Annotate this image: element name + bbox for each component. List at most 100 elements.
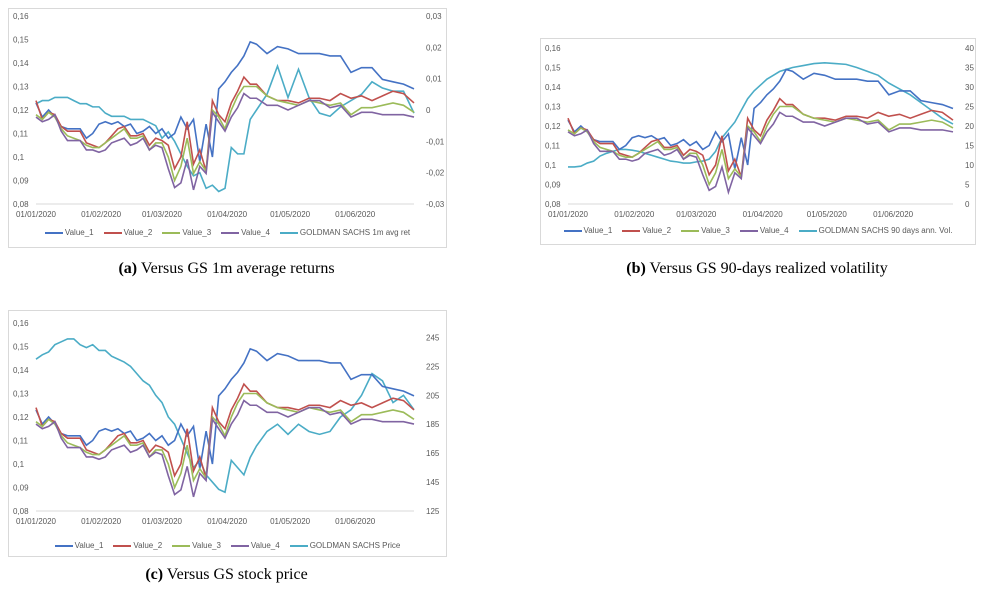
legend-label: Value_3 <box>182 228 212 237</box>
left-tick-label: 0,15 <box>13 36 29 45</box>
left-tick-label: 0,13 <box>545 103 561 112</box>
legend-item: Value_3 <box>172 541 221 550</box>
left-tick-label: 0,1 <box>13 153 25 162</box>
right-tick-label: 0 <box>965 200 970 209</box>
right-tick-label: 15 <box>965 142 974 151</box>
legend-label: Value_2 <box>642 226 672 235</box>
legend-swatch <box>230 544 249 547</box>
chart-a-versus-gs-1m-returns: 0,16 0,15 0,14 0,13 0,12 0,11 0,1 0,09 0,08 0,03 0… <box>8 8 447 248</box>
legend: Value_1 Value_2 Value_3 Value_4 GOLDMAN SACH… <box>541 226 975 235</box>
x-tick-label: 01/02/2020 <box>614 210 655 219</box>
legend-item: Value_1 <box>54 541 104 550</box>
right-tick-label: 0 <box>426 106 431 115</box>
left-tick-label: 0,11 <box>545 142 561 151</box>
left-tick-label: 0,16 <box>13 319 29 328</box>
chart-b-versus-gs-90d-volatility: 0,16 0,15 0,14 0,13 0,12 0,11 0,1 0,09 0,08 40 35 3… <box>540 38 976 245</box>
legend-swatch <box>172 544 191 547</box>
chart-b-svg: 0,16 0,15 0,14 0,13 0,12 0,11 0,1 0,09 0,08 40 35 3… <box>545 44 974 219</box>
right-tick-label: 0,02 <box>426 43 442 52</box>
legend-swatch <box>622 229 641 232</box>
x-tick-label: 01/05/2020 <box>270 517 311 526</box>
series-line-value_1 <box>567 68 954 170</box>
legend-swatch <box>563 229 582 232</box>
legend-swatch <box>739 229 758 232</box>
series-line-value_2 <box>35 382 415 479</box>
x-tick-label: 01/04/2020 <box>207 210 248 219</box>
left-tick-label: 0,09 <box>13 177 29 186</box>
x-tick-label: 01/03/2020 <box>142 517 183 526</box>
x-tick-label: 01/06/2020 <box>335 210 376 219</box>
right-tick-label: 185 <box>426 420 440 429</box>
right-tick-label: 40 <box>965 44 974 53</box>
right-tick-label: 245 <box>426 333 440 342</box>
legend-item: Value_4 <box>230 541 280 550</box>
x-tick-label: 01/01/2020 <box>16 517 57 526</box>
legend: Value_1 Value_2 Value_3 Value_4 GOLDMAN SACH… <box>9 541 446 550</box>
legend-item: Value_1 <box>563 226 613 235</box>
legend-item: Value_4 <box>739 226 789 235</box>
left-tick-label: 0,14 <box>13 59 29 68</box>
left-tick-label: 0,13 <box>13 83 29 92</box>
left-tick-label: 0,11 <box>13 437 29 446</box>
series-line-value_4 <box>35 92 415 191</box>
left-tick-label: 0,15 <box>545 64 561 73</box>
left-tick-label: 0,14 <box>545 83 561 92</box>
series-line-value_4 <box>567 111 954 196</box>
legend-swatch <box>44 231 63 234</box>
right-tick-label: 125 <box>426 507 440 516</box>
right-tick-label: 20 <box>965 122 974 131</box>
x-tick-label: 01/01/2020 <box>548 210 589 219</box>
x-tick-label: 01/04/2020 <box>743 210 784 219</box>
left-tick-label: 0,08 <box>13 200 29 209</box>
legend-label: GOLDMAN SACHS 1m avg ret <box>299 228 411 237</box>
legend-swatch <box>798 229 817 232</box>
legend-label: Value_1 <box>74 541 104 550</box>
x-tick-label: 01/06/2020 <box>873 210 914 219</box>
caption-text: Versus GS stock price <box>163 566 308 583</box>
x-tick-label: 01/01/2020 <box>16 210 57 219</box>
x-tick-label: 01/03/2020 <box>676 210 717 219</box>
legend-swatch <box>162 231 181 234</box>
right-tick-label: 0,01 <box>426 75 442 84</box>
left-tick-label: 0,09 <box>545 181 561 190</box>
series-line-gs <box>568 62 954 168</box>
left-tick-label: 0,15 <box>13 343 29 352</box>
x-tick-label: 01/05/2020 <box>807 210 848 219</box>
right-tick-label: -0,02 <box>426 169 445 178</box>
legend-label: Value_2 <box>123 228 153 237</box>
legend-label: Value_1 <box>583 226 613 235</box>
caption-label: (a) <box>118 260 138 277</box>
caption-a: (a) Versus GS 1m average returns <box>0 260 453 278</box>
caption-label: (c) <box>145 566 164 583</box>
left-tick-label: 0,08 <box>13 507 29 516</box>
right-tick-label: 165 <box>426 449 440 458</box>
caption-text: Versus GS 90-days realized volatility <box>645 260 888 277</box>
right-tick-label: 25 <box>965 103 974 112</box>
right-tick-label: -0,03 <box>426 200 445 209</box>
caption-c: (c) Versus GS stock price <box>0 566 453 584</box>
left-tick-label: 0,12 <box>13 413 29 422</box>
x-tick-label: 01/02/2020 <box>81 517 122 526</box>
legend-label: GOLDMAN SACHS Price <box>309 541 401 550</box>
chart-c-svg: 0,16 0,15 0,14 0,13 0,12 0,11 0,1 0,09 0,08 245 22… <box>13 319 440 526</box>
legend-label: Value_2 <box>133 541 163 550</box>
right-tick-label: -0,01 <box>426 137 445 146</box>
left-tick-label: 0,14 <box>13 366 29 375</box>
right-tick-label: 205 <box>426 391 440 400</box>
left-tick-label: 0,12 <box>13 106 29 115</box>
right-tick-label: 145 <box>426 478 440 487</box>
legend-label: Value_4 <box>241 228 270 237</box>
legend-swatch <box>54 544 73 547</box>
legend-item: Value_2 <box>622 226 671 235</box>
legend-item: Value_3 <box>681 226 730 235</box>
chart-c-versus-gs-stock-price: 0,16 0,15 0,14 0,13 0,12 0,11 0,1 0,09 0,08 245 22… <box>8 310 447 557</box>
left-tick-label: 0,1 <box>13 460 25 469</box>
left-tick-label: 0,13 <box>13 390 29 399</box>
legend-item: Value_2 <box>113 541 162 550</box>
legend-swatch <box>221 231 240 234</box>
left-tick-label: 0,11 <box>13 130 29 139</box>
series-line-value_2 <box>35 75 415 172</box>
legend-swatch <box>279 231 298 234</box>
series-line-gs <box>35 338 415 494</box>
legend-item: Value_3 <box>162 228 211 237</box>
